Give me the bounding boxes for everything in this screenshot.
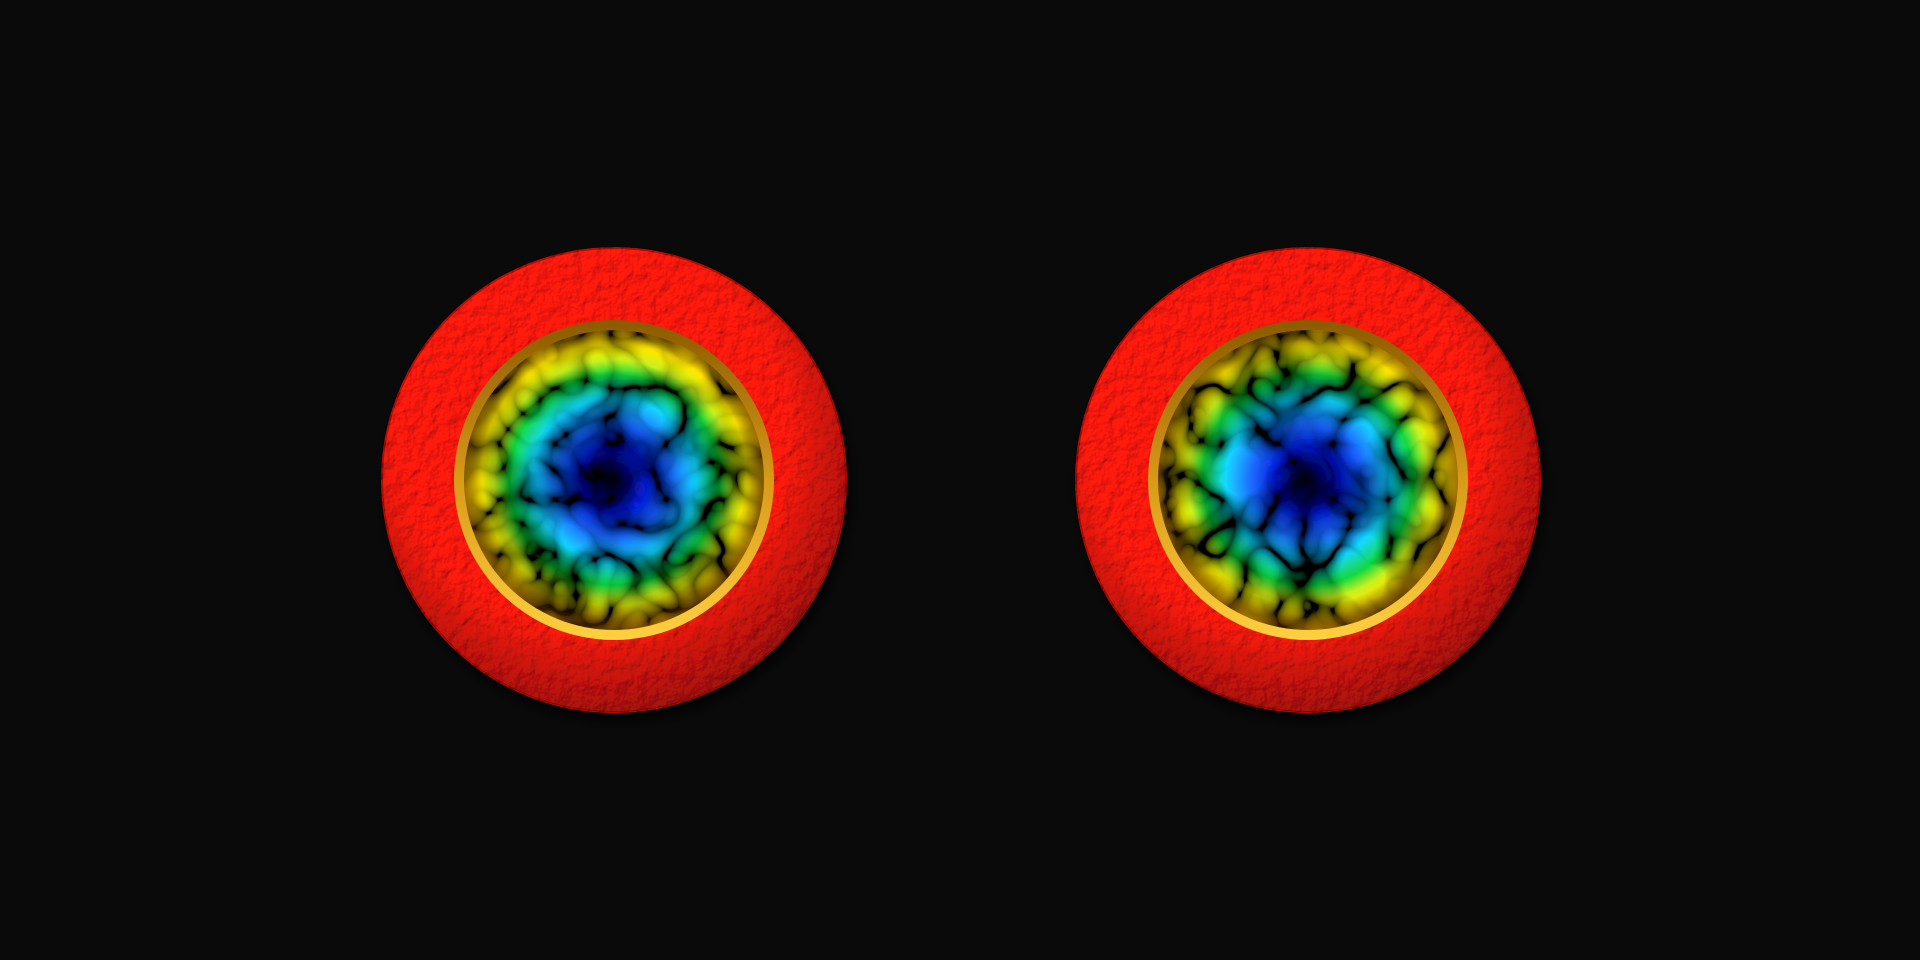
right-eye-iris-shadow (1158, 330, 1458, 630)
left-eye-iris-shadow (464, 330, 764, 630)
right-eye (1075, 247, 1541, 713)
left-eye (381, 247, 847, 713)
